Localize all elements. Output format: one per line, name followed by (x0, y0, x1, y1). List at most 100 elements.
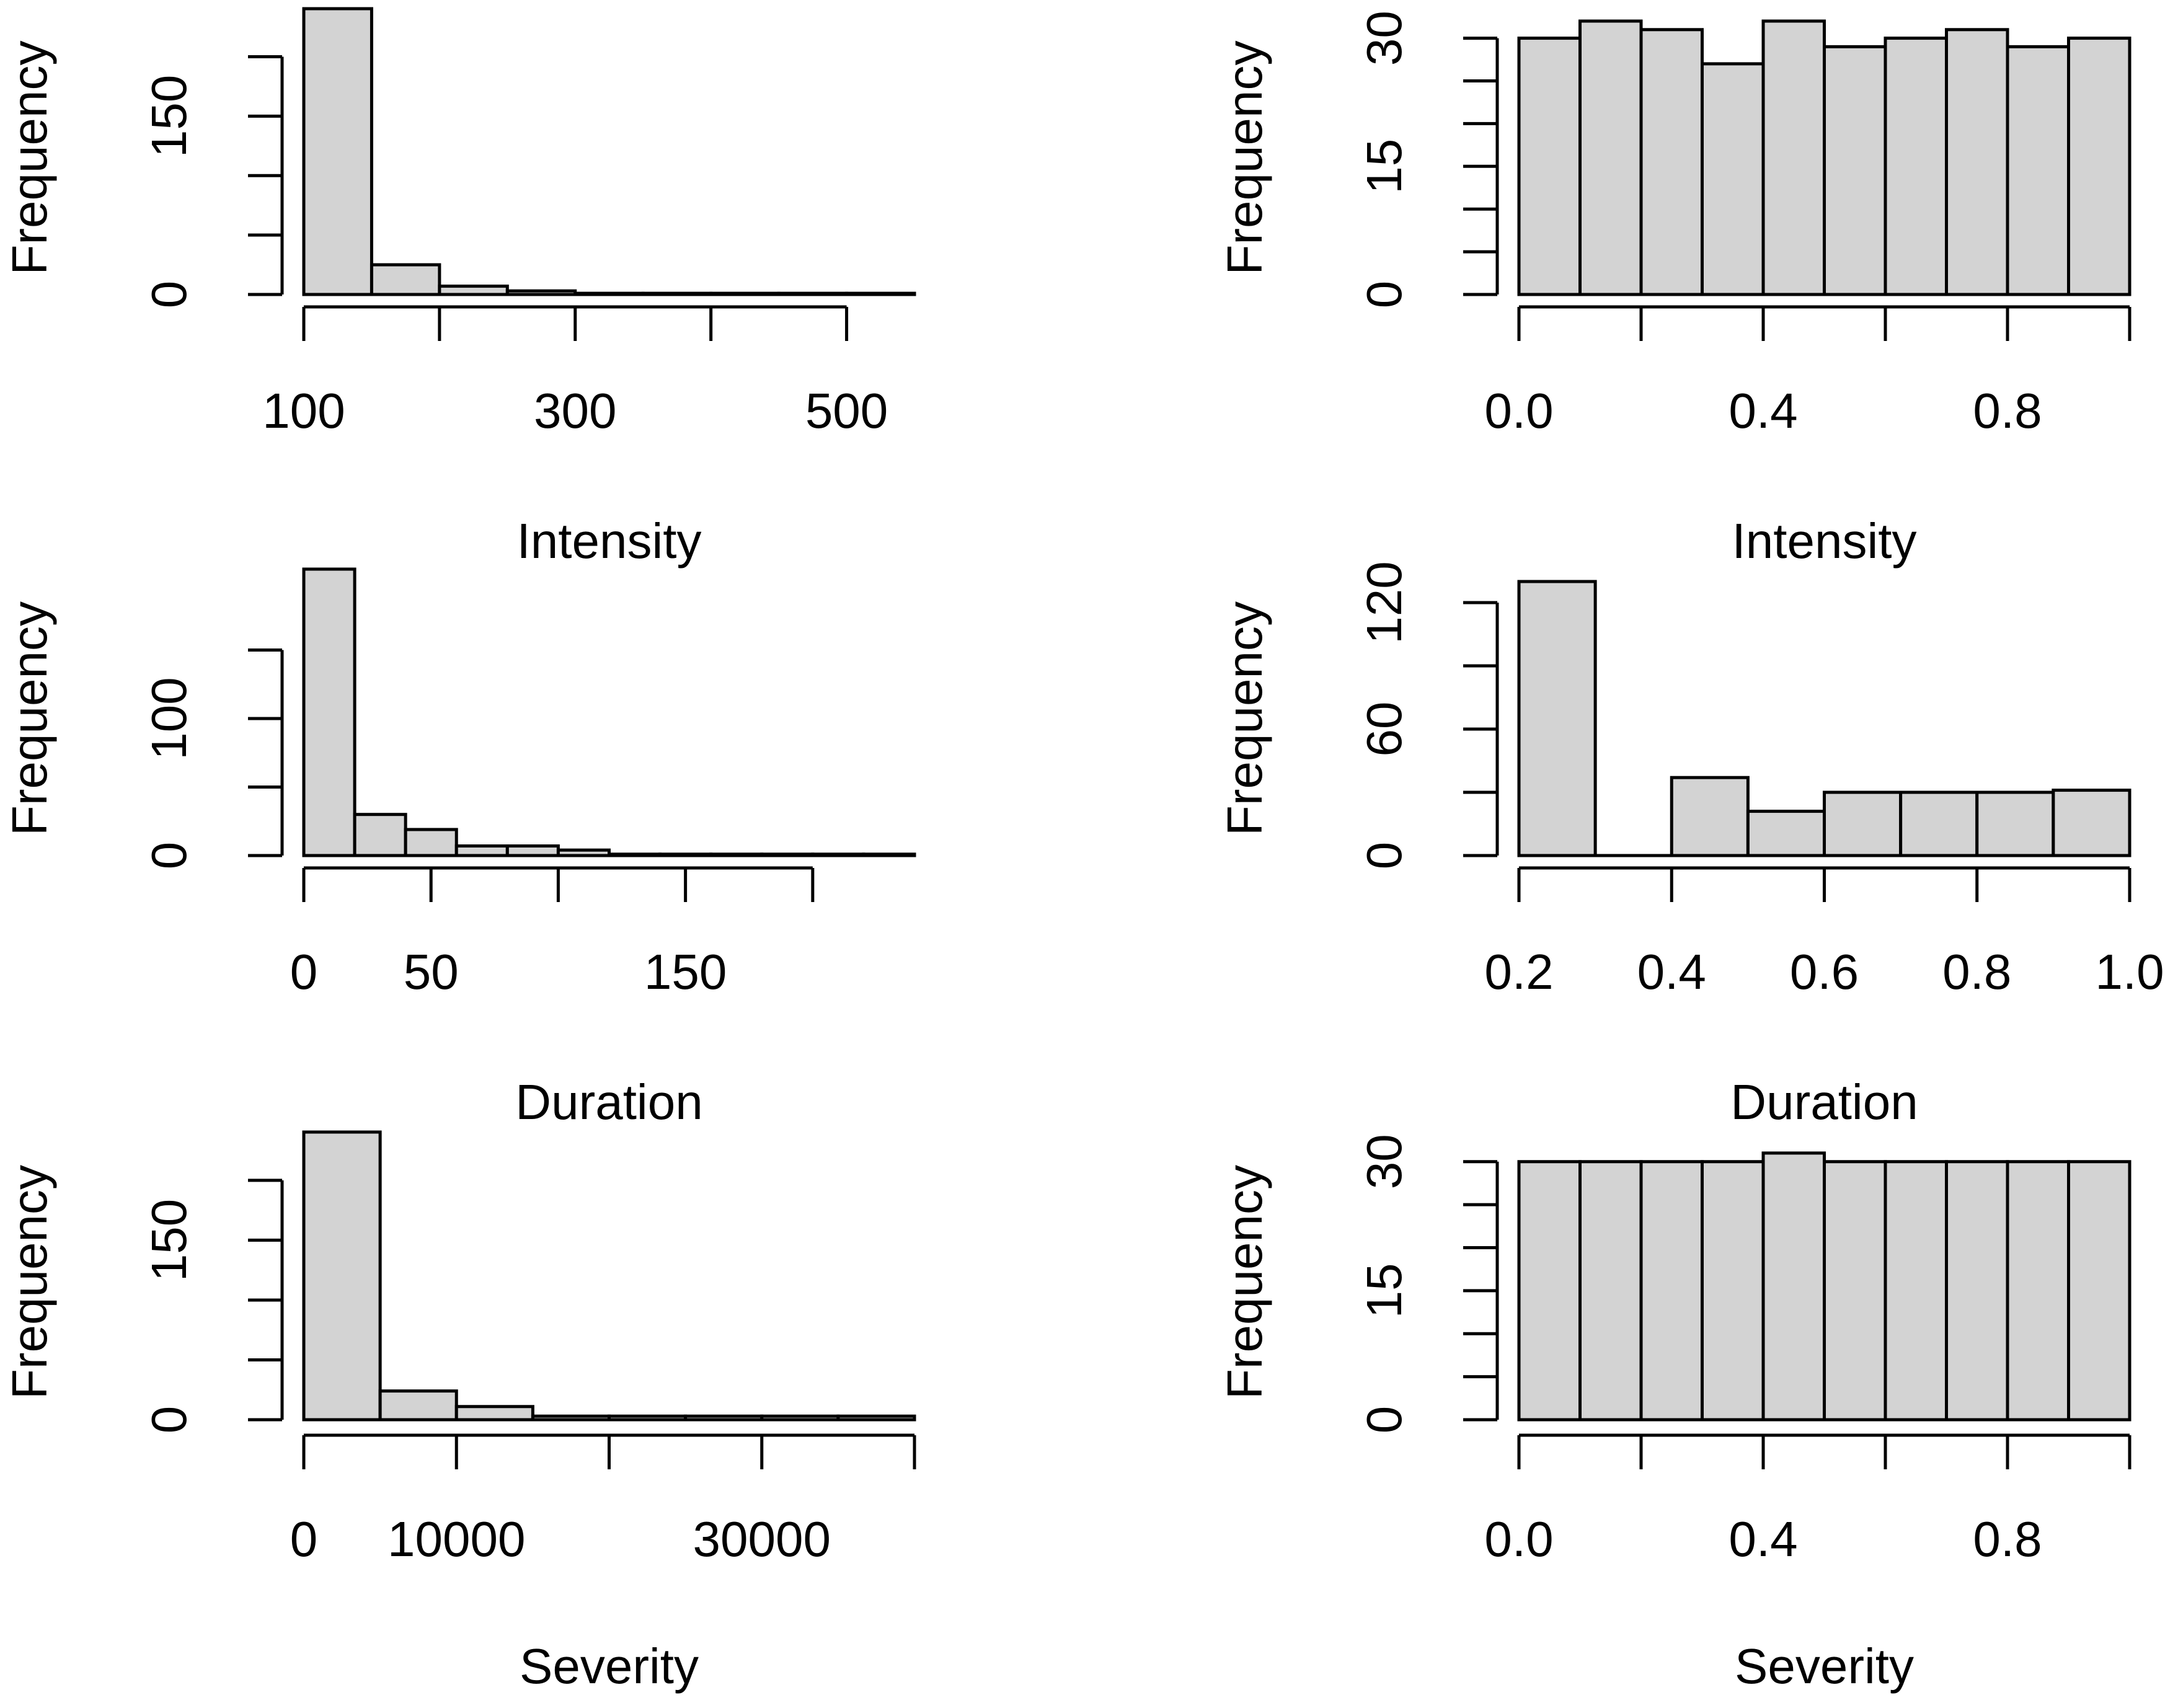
x-tick-label: 0.4 (1729, 1511, 1797, 1567)
histogram-bar (1761, 19, 1826, 296)
y-tick-label: 0 (1357, 281, 1412, 309)
x-tick-label: 0.0 (1484, 1511, 1553, 1567)
histogram-bar (608, 852, 662, 857)
x-tick-label: 0.8 (1942, 944, 2011, 999)
x-tick-label: 500 (805, 383, 888, 438)
histogram-bar (1746, 810, 1826, 857)
histogram-bar (1517, 1160, 1582, 1422)
histogram-bar (556, 848, 611, 857)
histogram-bar (658, 852, 713, 857)
x-tick-label: 10000 (387, 1511, 525, 1567)
y-tick-label: 15 (1357, 1263, 1412, 1318)
x-axis-title: Severity (1735, 1639, 1914, 1694)
x-tick-label: 1.0 (2095, 944, 2164, 999)
y-tick-label: 0 (1357, 842, 1412, 870)
y-tick-label: 30 (1357, 11, 1412, 66)
histogram-bar (505, 844, 560, 857)
panel-duration-raw: 0 50 150 0 100 Duration Frequency (2, 567, 916, 1130)
x-tick-label: 0.8 (1973, 383, 2042, 438)
histogram-bar (1639, 1160, 1704, 1422)
x-axis-title: Severity (520, 1639, 699, 1694)
histogram-bar (531, 1414, 611, 1422)
histogram-bar (836, 1414, 916, 1422)
histogram-bar (2067, 37, 2132, 296)
histogram-bar (1823, 45, 1887, 296)
x-tick-label: 0.6 (1790, 944, 1859, 999)
x-tick-label: 50 (404, 944, 459, 999)
histogram-bar (1899, 790, 1979, 857)
x-tick-label: 0 (290, 1511, 318, 1567)
y-tick-label: 0 (141, 842, 197, 870)
x-tick-label: 0.2 (1484, 944, 1553, 999)
histogram-bar (1761, 1151, 1826, 1422)
histogram-bar (608, 1414, 688, 1422)
y-tick-label: 0 (141, 1406, 197, 1434)
histogram-bar (811, 852, 865, 857)
histogram-bar (709, 291, 781, 296)
panel-duration-transformed: 0.2 0.4 0.6 0.8 1.0 0 60 120 Duration Frequency (1217, 561, 2164, 1130)
histogram-bar (454, 844, 509, 857)
y-axis-title: Frequency (1217, 41, 1272, 275)
y-tick-label: 120 (1357, 561, 1412, 644)
panel-severity-transformed: 0.0 0.4 0.8 0 15 30 Severity Frequency (1217, 1134, 2132, 1694)
x-tick-label: 300 (534, 383, 616, 438)
y-tick-label: 30 (1357, 1134, 1412, 1189)
histogram-bar (845, 291, 916, 296)
histogram-bar (760, 1414, 840, 1422)
y-tick-label: 15 (1357, 139, 1412, 194)
y-tick-label: 0 (1357, 1406, 1412, 1434)
histogram-bar (641, 291, 713, 296)
x-tick-label: 0 (290, 944, 318, 999)
histogram-bar (302, 1130, 382, 1422)
y-tick-label: 100 (141, 677, 197, 759)
y-axis-title: Frequency (2, 601, 57, 836)
x-axis-title: Duration (1730, 1074, 1918, 1130)
histogram-bar (438, 285, 509, 296)
x-axis-title: Duration (515, 1074, 702, 1130)
y-axis-title: Frequency (1217, 601, 1272, 836)
histogram-bar (1517, 580, 1597, 857)
histogram-bar (2067, 1160, 2132, 1422)
histogram-bar (760, 852, 815, 857)
histogram-bar (1578, 19, 1643, 296)
panel-intensity-raw: 100 300 500 0 150 Intensity Frequency (2, 7, 916, 569)
x-tick-label: 150 (644, 944, 727, 999)
histogram-bar (2006, 1160, 2070, 1422)
histogram-bar (1945, 1160, 2009, 1422)
histogram-bar (1701, 1160, 1765, 1422)
histogram-bar (1578, 1160, 1643, 1422)
x-axis-title: Intensity (1732, 513, 1917, 569)
panel-severity-raw: 0 10000 30000 0 150 Severity Frequency (2, 1130, 916, 1694)
y-axis-title: Frequency (2, 41, 57, 275)
y-tick-label: 60 (1357, 702, 1412, 757)
y-tick-label: 0 (141, 281, 197, 309)
histogram-bar (1639, 28, 1704, 296)
x-tick-label: 100 (262, 383, 345, 438)
histogram-bar (1517, 37, 1582, 296)
x-tick-label: 0.4 (1637, 944, 1706, 999)
y-tick-label: 150 (141, 75, 197, 157)
histogram-bar (1823, 1160, 1887, 1422)
histogram-bar (302, 7, 373, 296)
y-axis-title: Frequency (2, 1165, 57, 1399)
x-axis-title: Intensity (517, 513, 702, 569)
histogram-bar (353, 813, 407, 857)
histogram-bar (1975, 790, 2055, 857)
x-tick-label: 0.4 (1729, 383, 1797, 438)
x-tick-label: 0.0 (1484, 383, 1553, 438)
histogram-bar (709, 852, 764, 857)
histogram-bar (370, 263, 441, 296)
histogram-bar (684, 1414, 764, 1422)
histogram-bar (1945, 28, 2009, 296)
histogram-bar (2006, 45, 2070, 296)
x-tick-label: 0.8 (1973, 1511, 2042, 1567)
histogram-bar (302, 567, 356, 857)
histogram-bar (573, 291, 645, 296)
histogram-bar (1884, 1160, 1948, 1422)
histogram-bar (2052, 789, 2132, 857)
y-tick-label: 150 (141, 1199, 197, 1281)
histogram-bar (777, 291, 849, 296)
histogram-bar (1701, 62, 1765, 296)
panel-intensity-transformed: 0.0 0.4 0.8 0 15 30 Intensity Frequency (1217, 11, 2132, 569)
